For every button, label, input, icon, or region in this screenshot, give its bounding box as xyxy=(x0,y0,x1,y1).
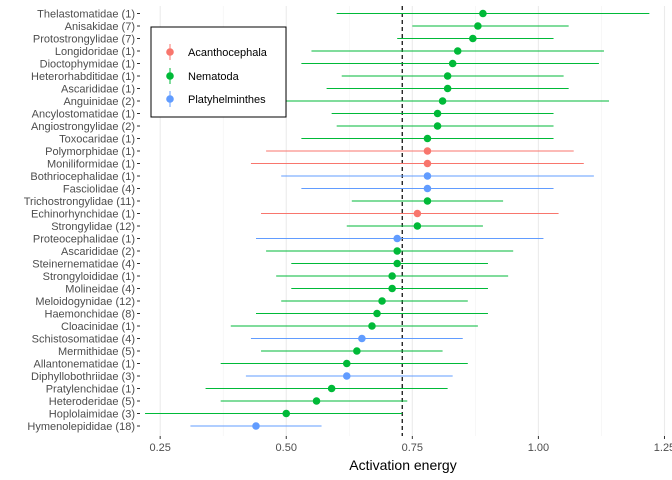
y-tick-label: Proteocephalidae (1) xyxy=(33,234,135,246)
legend-label: Acanthocephala xyxy=(188,47,268,59)
y-tick-label: Thelastomatidae (1) xyxy=(37,9,135,21)
y-tick-label: Polymorphidae (1) xyxy=(45,146,135,158)
point-estimate xyxy=(342,372,351,380)
point-estimate xyxy=(388,272,396,280)
series-layer xyxy=(145,9,650,430)
x-tick-label: 0.25 xyxy=(149,442,170,454)
point-estimate xyxy=(469,34,477,43)
y-tick-label: Heteroderidae (5) xyxy=(49,396,135,408)
y-tick-label: Hymenolepididae (18) xyxy=(27,421,135,433)
y-tick-label: Ascarididae (2) xyxy=(61,246,135,258)
legend-label: Nematoda xyxy=(188,71,240,83)
point-estimate xyxy=(393,259,401,268)
y-tick-label: Strongyloididae (1) xyxy=(43,271,135,283)
y-tick-label: Meloidogynidae (12) xyxy=(35,296,135,308)
point-estimate xyxy=(327,384,336,393)
point-estimate xyxy=(438,97,447,105)
point-estimate xyxy=(433,109,442,118)
y-tick-label: Fasciolidae (4) xyxy=(63,184,135,196)
x-tick-label: 1.00 xyxy=(528,442,549,454)
point-estimate xyxy=(479,9,487,18)
y-tick-label: Trichostrongylidae (11) xyxy=(24,196,135,208)
y-tick-label: Toxocaridae (1) xyxy=(59,134,135,146)
y-tick-label: Hoplolaimidae (3) xyxy=(49,409,135,421)
y-tick-label: Anguinidae (2) xyxy=(63,96,135,108)
y-tick-label: Mermithidae (5) xyxy=(58,346,135,358)
point-estimate xyxy=(378,297,386,305)
y-tick-label: Molineidae (4) xyxy=(65,284,135,296)
y-tick-label: Haemonchidae (8) xyxy=(45,309,136,321)
point-estimate xyxy=(388,284,396,293)
y-tick-label: Ascarididae (1) xyxy=(61,84,135,96)
point-estimate xyxy=(393,234,401,243)
y-tick-label: Allantonematidae (1) xyxy=(33,359,135,371)
y-tick-label: Diphyllobothriidae (3) xyxy=(31,371,135,383)
x-tick-label: 0.75 xyxy=(402,442,423,454)
point-estimate xyxy=(342,359,351,368)
y-tick-label: Bothriocephalidae (1) xyxy=(30,171,135,183)
x-tick-label: 1.25 xyxy=(654,442,672,454)
point-estimate xyxy=(423,197,432,205)
y-tick-label: Protostrongylidae (7) xyxy=(33,34,135,46)
point-estimate xyxy=(393,247,401,255)
point-estimate xyxy=(443,84,452,93)
y-tick-label: Anisakidae (7) xyxy=(65,21,135,33)
point-estimate xyxy=(423,147,432,155)
point-estimate xyxy=(443,72,452,80)
x-axis-labels: 0.25 0.50 0.75 1.00 1.25 xyxy=(149,436,672,454)
point-estimate xyxy=(252,422,260,430)
legend-label: Platyhelminthes xyxy=(188,94,266,106)
point-estimate xyxy=(358,334,366,343)
point-estimate xyxy=(423,184,432,193)
y-tick-label: Longidoridae (1) xyxy=(55,46,135,58)
point-estimate xyxy=(453,47,462,55)
y-tick-label: Steinernematidae (4) xyxy=(32,259,135,271)
point-estimate xyxy=(448,59,457,68)
y-tick-label: Schistosomatidae (4) xyxy=(32,334,135,346)
y-tick-label: Heterorhabditidae (1) xyxy=(31,71,135,83)
y-tick-label: Echinorhynchidae (1) xyxy=(31,209,135,221)
point-estimate xyxy=(423,172,432,180)
y-tick-label: Strongylidae (12) xyxy=(51,221,135,233)
point-estimate xyxy=(368,322,376,330)
y-tick-label: Dioctophymidae (1) xyxy=(40,59,135,71)
point-estimate xyxy=(423,134,432,143)
point-estimate xyxy=(413,209,422,218)
legend-key-point xyxy=(166,72,174,80)
y-tick-label: Angiostrongylidae (2) xyxy=(31,121,135,133)
legend-key-point xyxy=(166,48,174,56)
y-tick-label: Pratylenchidae (1) xyxy=(46,384,135,396)
x-axis-title: Activation energy xyxy=(349,457,456,473)
grid-layer xyxy=(159,6,666,436)
point-estimate xyxy=(433,122,442,130)
point-estimate xyxy=(474,22,482,30)
point-estimate xyxy=(373,309,381,318)
point-estimate xyxy=(312,397,321,405)
point-estimate xyxy=(423,159,432,168)
point-estimate xyxy=(413,222,422,230)
legend-box xyxy=(150,26,287,118)
y-tick-label: Cloacinidae (1) xyxy=(61,321,135,333)
point-estimate xyxy=(353,347,361,355)
y-axis-labels: Thelastomatidae (1)Anisakidae (7)Protost… xyxy=(24,9,140,433)
point-estimate xyxy=(282,409,291,418)
x-tick-label: 0.50 xyxy=(276,442,297,454)
legend: Acanthocephala Nematoda Platyhelminthes xyxy=(150,26,287,118)
y-tick-label: Moniliformidae (1) xyxy=(47,159,135,171)
legend-key-point xyxy=(166,95,174,103)
y-tick-label: Ancylostomatidae (1) xyxy=(32,109,135,121)
